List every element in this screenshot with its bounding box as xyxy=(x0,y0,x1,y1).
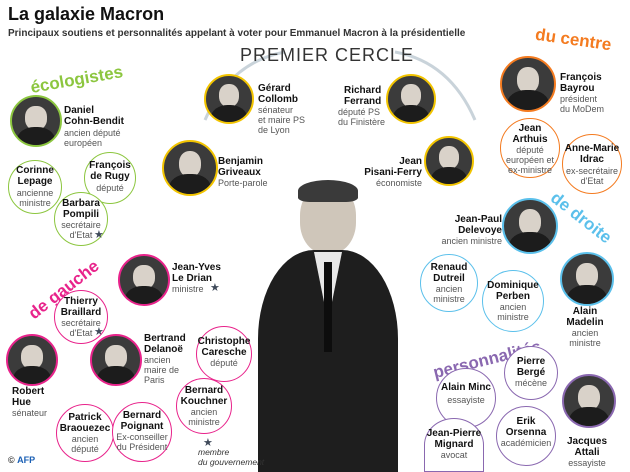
circle-poignant xyxy=(112,402,172,462)
name-mignard: Jean-Pierre Mignard xyxy=(426,428,482,450)
photo-ferrand xyxy=(386,74,436,124)
macron-portrait xyxy=(258,178,398,472)
name-bayrou: François Bayrou xyxy=(560,72,602,94)
name-cohn-bendit: Daniel Cohn-Bendit xyxy=(64,105,124,127)
name-le-drian: Jean-Yves Le Drian xyxy=(172,262,221,284)
photo-hue xyxy=(6,334,58,386)
circle-brauezec xyxy=(56,404,114,462)
circle-arthuis xyxy=(500,118,560,178)
photo-delevoye xyxy=(502,198,558,254)
photo-le-drian xyxy=(118,254,170,306)
circle-perben xyxy=(482,270,544,332)
name-attali: Jacques Attali xyxy=(566,436,608,458)
name-pisani-ferry: Jean Pisani-Ferry xyxy=(364,156,422,178)
role-kouchner: ancien ministre xyxy=(188,407,220,427)
page-subtitle: Principaux soutiens et personnalités app… xyxy=(8,28,466,39)
role-madelin: ancien ministre xyxy=(569,328,601,348)
role-pisani-ferry: économiste xyxy=(375,178,422,188)
role-perben: ancien ministre xyxy=(497,302,529,322)
name-delanoe: Bertrand Delanoë xyxy=(144,333,186,355)
photo-pisani-ferry xyxy=(424,136,474,186)
role-le-drian: ministre xyxy=(172,284,204,294)
role-de-rugy: député xyxy=(96,183,124,193)
role-orsenna: académicien xyxy=(500,438,552,448)
name-griveaux: Benjamin Griveaux xyxy=(218,156,264,178)
premier-cercle-label: PREMIER CERCLE xyxy=(240,45,415,65)
circle-braillard xyxy=(54,290,108,344)
role-lepage: ancienne ministre xyxy=(16,188,54,208)
name-idrac: Anne-Marie Idrac xyxy=(564,143,620,165)
role-ferrand: député PS du Finistère xyxy=(338,107,386,127)
name-collomb: Gérard Collomb xyxy=(258,83,298,105)
name-de-rugy: François de Rugy xyxy=(89,160,131,182)
circle-orsenna xyxy=(496,406,556,466)
photo-delanoe xyxy=(90,334,142,386)
circle-pompili xyxy=(54,192,108,246)
role-delanoe: ancien maire de Paris xyxy=(144,355,180,385)
name-delevoye: Jean-Paul Delevoye xyxy=(454,214,502,236)
role-minc: essayiste xyxy=(447,395,485,405)
circle-mignard xyxy=(424,418,484,472)
name-perben: Dominique Perben xyxy=(487,280,539,302)
role-cohn-bendit: ancien député européen xyxy=(64,128,121,148)
role-mignard: avocat xyxy=(440,450,468,460)
role-berge: mécène xyxy=(514,378,548,388)
name-orsenna: Erik Orsenna xyxy=(505,416,547,438)
circle-berge xyxy=(504,346,558,400)
name-poignant: Bernard Poignant xyxy=(120,410,164,432)
role-braillard: secrétaire d'Etat xyxy=(61,318,101,338)
page-title: La galaxie Macron xyxy=(8,4,165,24)
name-hue: Robert Hue xyxy=(12,386,45,408)
name-kouchner: Bernard Kouchner xyxy=(180,385,228,407)
role-poignant: Ex-conseiller du Président xyxy=(116,432,168,452)
name-minc: Alain Minc xyxy=(440,382,491,393)
star-icon-le-drian: ★ xyxy=(210,282,220,294)
role-attali: essayiste xyxy=(568,458,606,468)
name-ferrand: Richard Ferrand xyxy=(344,85,382,107)
role-brauezec: ancien député xyxy=(71,434,99,454)
role-hue: sénateur xyxy=(12,408,48,418)
name-dutreil: Renaud Dutreil xyxy=(430,262,468,284)
name-arthuis: Jean Arthuis xyxy=(512,123,548,145)
photo-collomb xyxy=(204,74,254,124)
circle-idrac xyxy=(562,134,622,194)
circle-dutreil xyxy=(420,254,478,312)
role-arthuis: député européen et ex-ministre xyxy=(505,145,555,175)
role-dutreil: ancien ministre xyxy=(433,284,465,304)
role-delevoye: ancien ministre xyxy=(441,236,502,246)
role-idrac: ex-secrétaire d'Etat xyxy=(565,166,619,186)
photo-attali xyxy=(562,374,616,428)
credit-prefix: © xyxy=(8,455,18,465)
role-collomb: sénateur et maire PS de Lyon xyxy=(258,105,306,135)
role-bayrou: président du MoDem xyxy=(560,94,605,114)
star-icon-braillard: ★ xyxy=(94,326,104,338)
name-madelin: Alain Madelin xyxy=(566,306,604,328)
name-brauezec: Patrick Braouezec xyxy=(59,412,111,434)
role-pompili: secrétaire d'Etat xyxy=(61,220,101,240)
name-pompili: Barbara Pompili xyxy=(62,198,100,220)
circle-kouchner xyxy=(176,378,232,434)
afp-logo: AFP xyxy=(17,455,36,465)
role-caresche: député xyxy=(210,358,238,368)
name-braillard: Thierry Braillard xyxy=(60,296,102,318)
star-icon: ★ xyxy=(203,437,213,449)
afp-credit: © AFP xyxy=(8,455,35,465)
photo-bayrou xyxy=(500,56,556,112)
photo-cohn-bendit xyxy=(10,95,62,147)
role-griveaux: Porte-parole xyxy=(218,178,268,188)
name-berge: Pierre Bergé xyxy=(516,356,546,378)
circle-lepage xyxy=(8,160,62,214)
name-lepage: Corinne Lepage xyxy=(16,165,54,187)
legend-membre-gouvernement: membre du gouvernement xyxy=(198,447,265,467)
photo-madelin xyxy=(560,252,614,306)
circle-caresche xyxy=(196,326,252,382)
star-icon-pompili: ★ xyxy=(94,229,104,241)
photo-griveaux xyxy=(162,140,218,196)
name-caresche: Christophe Caresche xyxy=(197,336,251,358)
